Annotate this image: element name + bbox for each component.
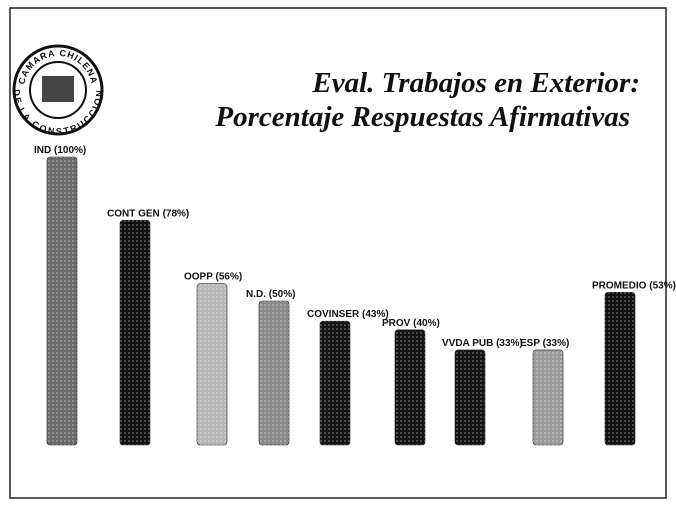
logo: CAMARA CHILENA DE LA CONSTRUCCION	[11, 44, 104, 136]
chart-subtitle: Porcentaje Respuestas Afirmativas	[214, 101, 630, 133]
data-label: IND (100%)	[34, 145, 86, 156]
value-label: (56%)	[216, 272, 243, 283]
value-label: (78%)	[163, 208, 190, 219]
bar-texture	[395, 329, 425, 445]
value-label: (100%)	[54, 145, 86, 156]
category-label: ESP	[520, 338, 540, 349]
value-label: (33%)	[543, 338, 570, 349]
category-label: N.D.	[246, 289, 266, 300]
value-label: (33%)	[496, 338, 523, 349]
bar-texture	[533, 349, 563, 445]
category-label: VVDA PUB	[442, 338, 493, 349]
data-label: ESP (33%)	[520, 338, 569, 349]
value-label: (40%)	[413, 318, 440, 329]
bar-texture	[47, 157, 77, 445]
value-label: (43%)	[362, 309, 389, 320]
value-label: (50%)	[269, 289, 296, 300]
category-label: OOPP	[184, 272, 213, 283]
slide-border	[9, 7, 667, 499]
data-label: CONT GEN (78%)	[107, 208, 189, 219]
category-label: COVINSER	[307, 309, 360, 320]
chart-title: Eval. Trabajos en Exterior:	[311, 67, 640, 99]
value-label: (53%)	[649, 280, 676, 291]
category-label: PROMEDIO	[592, 280, 647, 291]
bar-texture	[455, 349, 485, 445]
bar-texture	[259, 301, 289, 445]
bar-texture	[320, 321, 350, 445]
data-label: COVINSER (43%)	[307, 309, 389, 320]
data-label: VVDA PUB (33%)	[442, 338, 523, 349]
bar-texture	[605, 292, 635, 445]
plot: IND (100%)CONT GEN (78%)OOPP (56%)N.D. (…	[34, 145, 676, 446]
category-label: CONT GEN	[107, 208, 160, 219]
bar-texture	[120, 220, 150, 445]
data-label: PROMEDIO (53%)	[592, 280, 676, 291]
data-label: N.D. (50%)	[246, 289, 295, 300]
category-label: IND	[34, 145, 51, 156]
data-label: OOPP (56%)	[184, 272, 242, 283]
category-label: PROV	[382, 318, 411, 329]
bar-texture	[197, 283, 227, 445]
data-label: PROV (40%)	[382, 318, 440, 329]
